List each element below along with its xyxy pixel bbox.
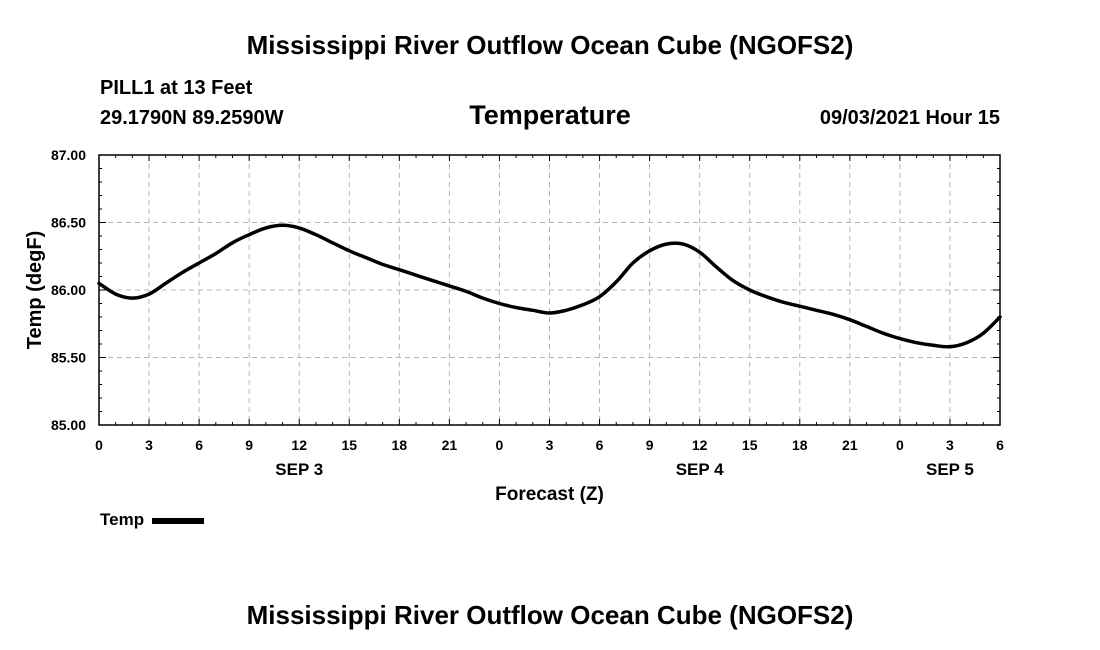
x-tick-label: 12	[692, 437, 708, 453]
y-tick-label: 87.00	[51, 147, 86, 163]
x-tick-label: 0	[95, 437, 103, 453]
x-tick-label: 3	[145, 437, 153, 453]
x-tick-label: 0	[496, 437, 504, 453]
x-tick-label: 3	[946, 437, 954, 453]
x-tick-label: 18	[792, 437, 808, 453]
x-tick-label: 9	[646, 437, 654, 453]
x-tick-label: 15	[742, 437, 758, 453]
x-tick-label: 3	[546, 437, 554, 453]
x-tick-label: 12	[291, 437, 307, 453]
axis-ticks	[98, 154, 1001, 426]
parameter-title: Temperature	[469, 100, 631, 130]
coordinates-label: 29.1790N 89.2590W	[100, 107, 284, 129]
x-axis-title: Forecast (Z)	[495, 484, 604, 505]
temp-series-line	[97, 223, 1002, 349]
legend-label: Temp	[100, 510, 145, 529]
x-tick-label: 18	[392, 437, 408, 453]
y-tick-label: 85.00	[51, 417, 86, 433]
x-tick-label: 21	[842, 437, 858, 453]
chart-title-bottom: Mississippi River Outflow Ocean Cube (NG…	[246, 600, 854, 630]
x-tick-label: 6	[195, 437, 203, 453]
chart-title-top: Mississippi River Outflow Ocean Cube (NG…	[246, 30, 854, 60]
y-axis-title: Temp (degF)	[24, 231, 46, 350]
x-tick-label: 6	[596, 437, 604, 453]
date-label: SEP 5	[926, 460, 974, 479]
x-tick-label: 21	[442, 437, 458, 453]
forecast-date: 09/03/2021 Hour 15	[819, 107, 1000, 129]
station-label: PILL1 at 13 Feet	[100, 77, 253, 99]
axis-labels: 0 3 6 9 12 15 18 21 0 3 6 9 12 15 18 21 0 3 6 85.00 85.50 86.…	[51, 147, 1004, 479]
x-tick-label: 0	[896, 437, 904, 453]
date-label: SEP 3	[275, 460, 323, 479]
temperature-chart: 0 3 6 9 12 15 18 21 0 3 6 9 12 15 18 21 0 3 6 85.00 85.50 86.…	[24, 147, 1004, 505]
date-label: SEP 4	[676, 460, 724, 479]
x-tick-label: 15	[341, 437, 357, 453]
y-tick-label: 86.00	[51, 282, 86, 298]
x-tick-label: 9	[245, 437, 253, 453]
y-tick-label: 85.50	[51, 350, 86, 366]
legend-swatch	[152, 518, 205, 524]
y-tick-label: 86.50	[51, 215, 86, 231]
legend: Temp	[100, 510, 205, 530]
grid-lines	[99, 155, 1000, 425]
x-tick-label: 6	[996, 437, 1004, 453]
